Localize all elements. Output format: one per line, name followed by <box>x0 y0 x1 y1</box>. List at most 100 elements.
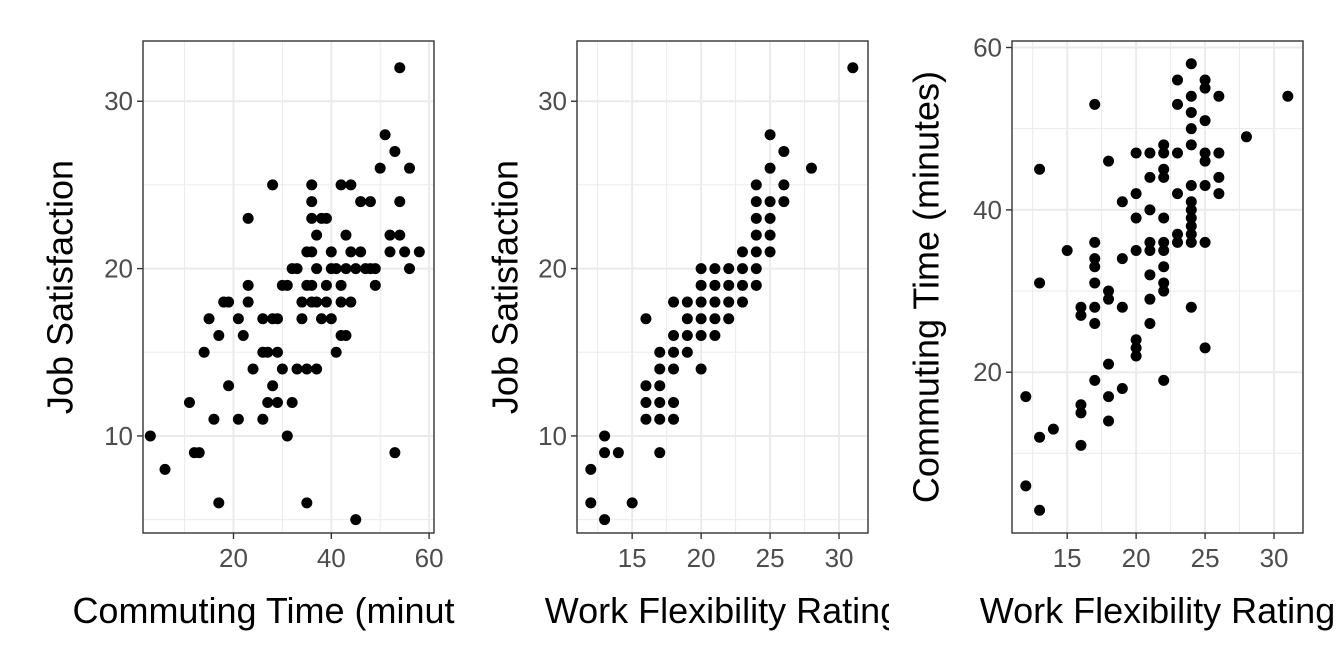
data-point <box>369 279 381 291</box>
data-point <box>1185 301 1197 313</box>
data-point <box>213 330 225 342</box>
data-point <box>183 396 195 408</box>
data-point <box>709 279 721 291</box>
data-point <box>1199 180 1211 192</box>
data-point <box>257 313 269 325</box>
x-axis-label: Work Flexibility Rating <box>545 590 900 631</box>
data-point <box>223 380 235 392</box>
data-point <box>320 279 332 291</box>
data-point <box>1020 480 1032 492</box>
data-point <box>296 296 308 308</box>
data-point <box>242 279 254 291</box>
data-point <box>736 263 748 275</box>
panel-border <box>576 40 869 534</box>
data-point <box>301 363 313 375</box>
data-point <box>1103 155 1115 167</box>
x-tick-label: 60 <box>415 543 444 573</box>
data-point <box>626 497 638 509</box>
data-point <box>778 179 790 191</box>
data-point <box>654 346 666 358</box>
data-point <box>1103 415 1115 427</box>
data-point <box>1034 163 1046 175</box>
data-point <box>805 162 817 174</box>
data-point <box>203 313 215 325</box>
data-point <box>1144 244 1156 256</box>
data-point <box>1130 342 1142 354</box>
data-point <box>599 514 611 526</box>
data-point <box>350 263 362 275</box>
data-point <box>1185 196 1197 208</box>
panel-border <box>142 40 435 534</box>
data-point <box>709 296 721 308</box>
data-point <box>1185 220 1197 232</box>
data-point <box>764 129 776 141</box>
data-point <box>1144 293 1156 305</box>
data-point <box>1158 171 1170 183</box>
panel-border <box>1011 40 1304 534</box>
data-point <box>1199 115 1211 127</box>
data-point <box>1158 163 1170 175</box>
data-point <box>599 430 611 442</box>
data-point <box>1130 212 1142 224</box>
data-point <box>291 363 303 375</box>
data-point <box>723 313 735 325</box>
y-tick-label: 10 <box>538 421 567 451</box>
data-point <box>1199 236 1211 248</box>
data-point <box>340 330 352 342</box>
data-point <box>847 62 859 74</box>
data-point <box>1158 261 1170 273</box>
data-point <box>1075 309 1087 321</box>
data-point <box>345 246 357 258</box>
x-tick-label: 25 <box>756 543 785 573</box>
data-point <box>709 313 721 325</box>
data-point <box>1116 196 1128 208</box>
data-point <box>709 263 721 275</box>
data-point <box>159 463 171 475</box>
data-point <box>257 413 269 425</box>
x-tick-label: 15 <box>618 543 647 573</box>
data-point <box>306 246 318 258</box>
data-point <box>374 162 386 174</box>
data-point <box>1130 244 1142 256</box>
y-tick-label: 20 <box>973 357 1002 387</box>
data-point <box>144 430 156 442</box>
data-point <box>1185 180 1197 192</box>
data-point <box>286 396 298 408</box>
data-point <box>340 229 352 241</box>
data-point <box>330 346 342 358</box>
data-point <box>640 396 652 408</box>
data-point <box>1199 342 1211 354</box>
x-tick-label: 20 <box>687 543 716 573</box>
data-point <box>585 463 597 475</box>
x-tick-label: 30 <box>1260 543 1289 573</box>
data-point <box>1047 423 1059 435</box>
y-tick-label: 30 <box>104 86 133 116</box>
data-point <box>223 296 235 308</box>
data-point <box>1171 188 1183 200</box>
data-point <box>1020 391 1032 403</box>
data-point <box>1116 253 1128 265</box>
data-point <box>1075 301 1087 313</box>
data-point <box>394 62 406 74</box>
data-point <box>311 363 323 375</box>
data-point <box>1075 407 1087 419</box>
data-point <box>1171 236 1183 248</box>
data-point <box>232 313 244 325</box>
data-point <box>355 196 367 208</box>
data-point <box>350 514 362 526</box>
data-point <box>1144 147 1156 159</box>
data-point <box>668 346 680 358</box>
data-point <box>340 263 352 275</box>
data-point <box>681 313 693 325</box>
data-point <box>1171 98 1183 110</box>
data-point <box>311 296 323 308</box>
y-tick-label: 20 <box>104 254 133 284</box>
data-point <box>1144 269 1156 281</box>
data-point <box>281 430 293 442</box>
data-point <box>695 363 707 375</box>
data-point <box>1213 188 1225 200</box>
data-point <box>306 196 318 208</box>
panel-3: 15 20 25 30 20 40 60 Work Flexibility Rating Com… <box>906 32 1336 631</box>
y-tick-label: 10 <box>104 421 133 451</box>
data-point <box>1185 228 1197 240</box>
